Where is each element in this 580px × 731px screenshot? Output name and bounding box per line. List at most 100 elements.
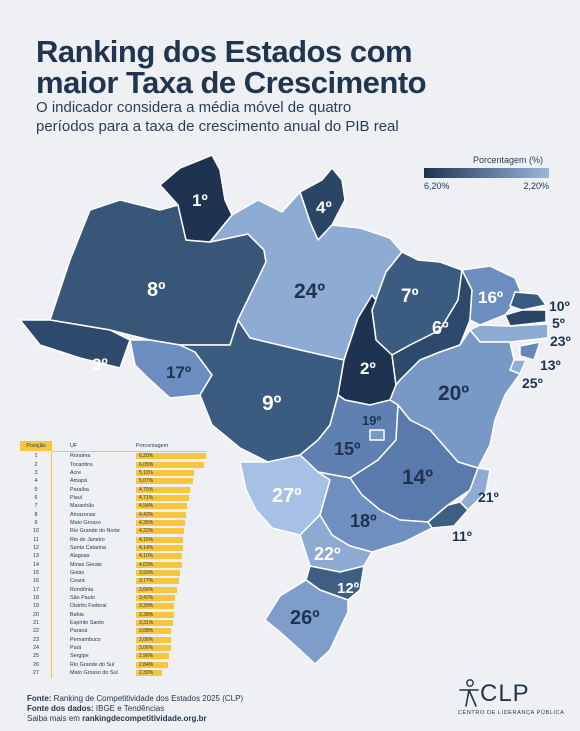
title-line-1: Ranking dos Estados com	[36, 34, 413, 69]
table-row: 4 Amapá 5,07%	[20, 477, 206, 485]
row-position: 16	[33, 578, 39, 585]
row-uf: Maranhão	[70, 503, 95, 510]
row-position: 15	[33, 569, 39, 576]
row-bar: 3,77%	[136, 578, 179, 585]
page-title: Ranking dos Estados com maior Taxa de Cr…	[36, 36, 556, 98]
row-position: 10	[33, 528, 39, 535]
row-percent: 4,14%	[139, 544, 154, 551]
row-percent: 3,66%	[139, 586, 154, 593]
footer-fonte-label: Fonte:	[27, 694, 52, 703]
label-pe: 23º	[550, 333, 571, 349]
table-row: 2 Tocantins 6,05%	[20, 460, 206, 468]
row-bar: 4,71%	[136, 494, 190, 501]
table-row: 8 Amazonas 4,43%	[20, 510, 206, 518]
title-line-2: maior Taxa de Crescimento	[36, 65, 427, 100]
row-position: 2	[34, 461, 38, 468]
clp-figure-icon	[459, 679, 479, 707]
row-uf: Pará	[70, 645, 82, 652]
table-row: 11 Rio de Janeiro 4,16%	[20, 535, 206, 543]
row-percent: 6,20%	[139, 453, 154, 460]
subtitle-line-2: períodos para a taxa de crescimento anua…	[36, 118, 399, 135]
row-bar: 4,43%	[136, 511, 187, 518]
row-uf: Tocantins	[70, 461, 93, 468]
table-row: 10 Rio Grande do Norte 4,22%	[20, 527, 206, 535]
legend-title: Porcentagem (%)	[472, 155, 543, 165]
table-body: 1 Roraima 6,20% 2 Tocantins 6,05% 3 Acre 5,11% 4 A…	[20, 452, 206, 677]
label-sc: 12º	[337, 580, 360, 597]
row-bar: 6,05%	[136, 461, 205, 468]
row-bar: 4,03%	[136, 561, 182, 568]
table-row: 22 Paraná 3,08%	[20, 627, 206, 635]
row-bar: 3,06%	[136, 636, 171, 643]
footer-url-link[interactable]: rankingdecompetitividade.org.br	[82, 714, 207, 723]
row-percent: 4,54%	[139, 503, 154, 510]
row-percent: 4,71%	[139, 494, 154, 501]
table-row: 6 Piauí 4,71%	[20, 494, 206, 502]
table-row: 3 Acre 5,11%	[20, 469, 206, 477]
label-pr: 22º	[314, 544, 341, 564]
state-rr	[159, 154, 233, 243]
row-uf: Paraíba	[70, 486, 89, 493]
table-row: 14 Minas Gerais 4,03%	[20, 560, 206, 568]
table-row: 17 Rondônia 3,66%	[20, 586, 206, 594]
state-rs	[264, 579, 349, 665]
row-bar: 3,08%	[136, 628, 171, 635]
row-percent: 4,36%	[139, 519, 154, 526]
row-uf: Piauí	[70, 494, 83, 501]
row-percent: 3,39%	[139, 603, 154, 610]
legend-min-value: 6,20%	[424, 181, 450, 191]
row-percent: 3,77%	[139, 578, 154, 585]
row-bar: 3,93%	[136, 569, 181, 576]
row-bar: 4,75%	[136, 486, 190, 493]
label-go: 15º	[334, 439, 361, 459]
label-to: 2º	[360, 359, 376, 378]
row-position: 20	[33, 611, 39, 618]
logo-text: CLP	[480, 680, 530, 707]
row-bar: 5,11%	[136, 469, 194, 476]
state-df	[369, 429, 385, 441]
state-ac	[19, 319, 131, 369]
row-percent: 6,05%	[139, 461, 154, 468]
label-pi: 6º	[432, 318, 449, 338]
table-row: 21 Espírito Santo 3,31%	[20, 619, 206, 627]
row-position: 5	[34, 486, 38, 493]
header-uf: UF	[70, 443, 78, 449]
row-percent: 3,38%	[139, 611, 154, 618]
label-al: 13º	[540, 357, 561, 373]
table-row: 27 Mato Grosso do Sul 2,30%	[20, 669, 206, 677]
row-uf: Distrito Federal	[70, 603, 107, 610]
row-position: 17	[33, 586, 39, 593]
row-position: 18	[33, 595, 39, 602]
row-bar: 3,06%	[136, 645, 171, 652]
row-percent: 4,10%	[139, 553, 154, 560]
row-percent: 3,42%	[139, 595, 154, 602]
row-percent: 2,30%	[139, 670, 154, 677]
table-row: 7 Maranhão 4,54%	[20, 502, 206, 510]
legend-gradient-bar	[424, 168, 549, 178]
label-se: 25º	[522, 375, 543, 391]
row-bar: 3,39%	[136, 603, 175, 610]
label-rj: 11º	[452, 528, 472, 544]
row-position: 19	[33, 603, 39, 610]
row-uf: Goiás	[70, 569, 85, 576]
row-bar: 2,30%	[136, 670, 162, 677]
row-bar: 3,66%	[136, 586, 178, 593]
state-al	[519, 341, 541, 361]
row-percent: 3,08%	[139, 628, 154, 635]
row-percent: 2,96%	[139, 653, 154, 660]
row-position: 7	[34, 503, 38, 510]
row-percent: 4,03%	[139, 561, 154, 568]
table-row: 20 Bahia 3,38%	[20, 611, 206, 619]
label-mt: 9º	[262, 392, 282, 415]
row-uf: Rondônia	[70, 586, 94, 593]
row-position: 26	[33, 661, 39, 668]
row-bar: 4,36%	[136, 519, 186, 526]
label-ce: 16º	[478, 288, 503, 307]
row-bar: 2,96%	[136, 653, 170, 660]
row-bar: 5,07%	[136, 478, 194, 485]
ranking-table: Posição UF Porcentagem 1 Roraima 6,20% 2 Toc…	[20, 440, 206, 678]
row-uf: Mato Grosso do Sul	[70, 670, 118, 677]
row-uf: Mato Grosso	[70, 519, 101, 526]
row-uf: Amapá	[70, 478, 88, 485]
